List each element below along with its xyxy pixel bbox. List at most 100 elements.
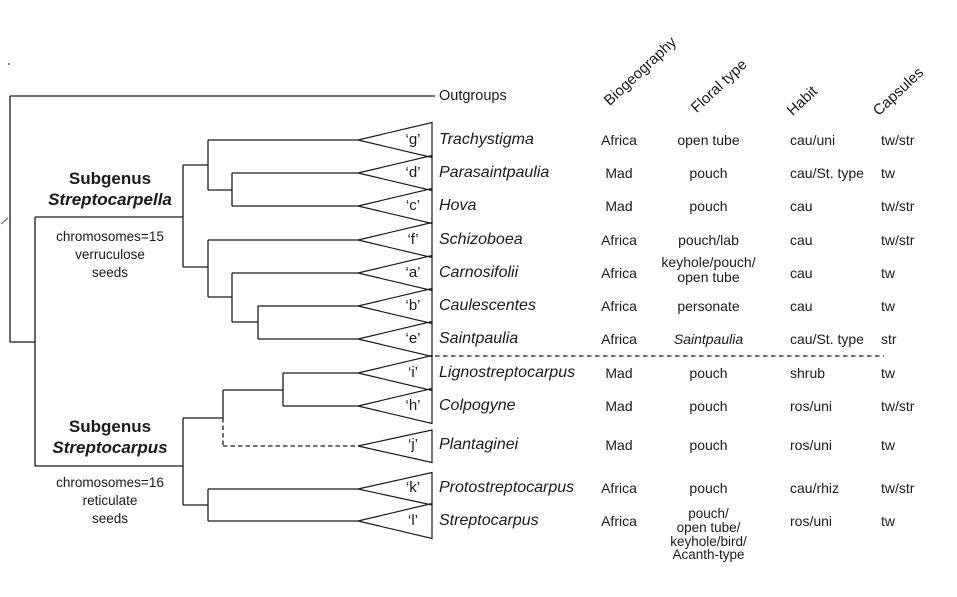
biogeography-value: Africa bbox=[601, 331, 637, 347]
taxon-name: Parasaintpaulia bbox=[439, 164, 550, 181]
biogeography-value: Africa bbox=[601, 480, 637, 496]
biogeography-value: Mad bbox=[605, 437, 633, 453]
taxon-name: Lignostreptocarpus bbox=[439, 364, 576, 381]
subgenus-streptocarpus-label: Subgenus Streptocarpus bbox=[25, 416, 195, 458]
habit-value: ros/uni bbox=[790, 437, 833, 453]
floral-type-value: pouch/ open tube/ keyhole/bird/ Acanth-t… bbox=[670, 506, 747, 563]
capsules-value: tw bbox=[881, 365, 895, 381]
note-seeds: seeds bbox=[91, 265, 129, 280]
note-seed-texture: reticulate bbox=[82, 493, 138, 508]
taxon-name: Saintpaulia bbox=[439, 330, 519, 347]
subgenus-prefix: Subgenus bbox=[68, 417, 152, 436]
dashed-branch-plantaginei bbox=[222, 418, 358, 447]
tip-label: ‘a’ bbox=[405, 264, 421, 281]
tip-label: ‘i’ bbox=[408, 364, 418, 381]
floral-type-value: pouch bbox=[689, 480, 728, 496]
tip-label: ‘j’ bbox=[408, 436, 418, 453]
floral-type-value: pouch bbox=[689, 165, 728, 181]
capsules-value: tw/str bbox=[881, 232, 915, 248]
note-seeds: seeds bbox=[91, 511, 129, 526]
habit-value: cau bbox=[790, 298, 813, 314]
habit-value: cau/St. type bbox=[790, 165, 864, 181]
taxon-name: Schizoboea bbox=[439, 231, 523, 248]
floral-type-value: pouch bbox=[689, 398, 728, 414]
biogeography-value: Africa bbox=[601, 132, 637, 148]
clade-triangle-e bbox=[357, 320, 433, 358]
biogeography-value: Mad bbox=[605, 398, 633, 414]
habit-value: ros/uni bbox=[790, 513, 833, 529]
floral-type-value: Saintpaulia bbox=[673, 331, 744, 347]
taxon-name: Hova bbox=[439, 197, 477, 214]
subgenus-name: Streptocarpella bbox=[48, 190, 172, 209]
capsules-value: tw bbox=[881, 298, 895, 314]
note-chromosomes: chromosomes=16 bbox=[56, 475, 164, 490]
biogeography-value: Africa bbox=[601, 298, 637, 314]
clade-triangle-f bbox=[357, 221, 433, 259]
note-seed-texture: verruculose bbox=[75, 247, 145, 262]
tip-label: ‘l’ bbox=[408, 512, 418, 529]
floral-type-value: pouch/lab bbox=[678, 232, 739, 248]
subgenus-name: Streptocarpus bbox=[52, 438, 168, 457]
subgenus-streptocarpella-label: Subgenus Streptocarpella bbox=[25, 168, 195, 210]
taxon-name: Plantaginei bbox=[439, 436, 519, 453]
taxon-name: Protostreptocarpus bbox=[439, 479, 575, 496]
capsules-value: tw/str bbox=[881, 398, 915, 414]
capsules-value: str bbox=[881, 331, 897, 347]
biogeography-value: Mad bbox=[605, 165, 633, 181]
clade-triangle-l bbox=[357, 502, 433, 540]
habit-value: cau/uni bbox=[790, 132, 836, 148]
floral-type-value: pouch bbox=[689, 437, 728, 453]
floral-type-value: pouch bbox=[689, 198, 728, 214]
habit-value: shrub bbox=[790, 365, 826, 381]
clade-triangle-c bbox=[357, 187, 433, 225]
subgenus-prefix: Subgenus bbox=[68, 169, 152, 188]
tip-label: ‘k’ bbox=[405, 479, 421, 496]
habit-value: ros/uni bbox=[790, 398, 833, 414]
tip-label: ‘d’ bbox=[405, 164, 421, 181]
biogeography-value: Africa bbox=[601, 232, 637, 248]
capsules-value: tw bbox=[881, 165, 895, 181]
capsules-value: tw/str bbox=[881, 480, 915, 496]
habit-value: cau bbox=[790, 265, 813, 281]
tree-branch-lines bbox=[9, 95, 435, 522]
capsules-value: tw bbox=[881, 437, 895, 453]
note-chromosomes: chromosomes=15 bbox=[56, 229, 164, 244]
biogeography-value: Africa bbox=[601, 265, 637, 281]
outgroups-label: Outgroups bbox=[439, 88, 507, 104]
taxon-name: Colpogyne bbox=[439, 397, 516, 414]
capsules-value: tw bbox=[881, 265, 895, 281]
habit-value: cau bbox=[790, 232, 813, 248]
capsules-value: tw bbox=[881, 513, 895, 529]
biogeography-value: Mad bbox=[605, 365, 633, 381]
taxon-name: Caulescentes bbox=[439, 297, 536, 314]
capsules-value: tw/str bbox=[881, 132, 915, 148]
speck-tick bbox=[0, 217, 9, 225]
taxon-name: Trachystigma bbox=[439, 131, 534, 148]
habit-value: cau bbox=[790, 198, 813, 214]
habit-value: cau/rhiz bbox=[790, 480, 840, 496]
floral-type-value: keyhole/pouch/ open tube bbox=[661, 254, 756, 285]
clade-triangle-b bbox=[357, 287, 433, 325]
biogeography-value: Mad bbox=[605, 198, 633, 214]
tip-label: ‘c’ bbox=[405, 197, 421, 214]
taxon-name: Carnosifolii bbox=[439, 264, 519, 281]
clade-triangle-g bbox=[357, 121, 433, 159]
biogeography-value: Africa bbox=[601, 513, 637, 529]
clade-triangle-a bbox=[357, 254, 433, 292]
subgenus-streptocarpus-notes: chromosomes=16 reticulate seeds bbox=[25, 474, 195, 528]
tip-label: ‘b’ bbox=[405, 297, 421, 314]
clade-triangle-i bbox=[357, 354, 433, 392]
tip-label: ‘e’ bbox=[405, 330, 421, 347]
clade-triangle-h bbox=[357, 387, 433, 425]
floral-type-value: pouch bbox=[689, 365, 728, 381]
tip-label: ‘h’ bbox=[405, 397, 421, 414]
subgenus-streptocarpella-notes: chromosomes=15 verruculose seeds bbox=[25, 228, 195, 282]
clade-triangle-j bbox=[357, 429, 433, 464]
taxon-name: Streptocarpus bbox=[439, 512, 539, 529]
tip-label: ‘g’ bbox=[405, 131, 421, 148]
capsules-value: tw/str bbox=[881, 198, 915, 214]
clade-triangle-d bbox=[357, 154, 433, 192]
clade-triangle-k bbox=[357, 471, 433, 506]
